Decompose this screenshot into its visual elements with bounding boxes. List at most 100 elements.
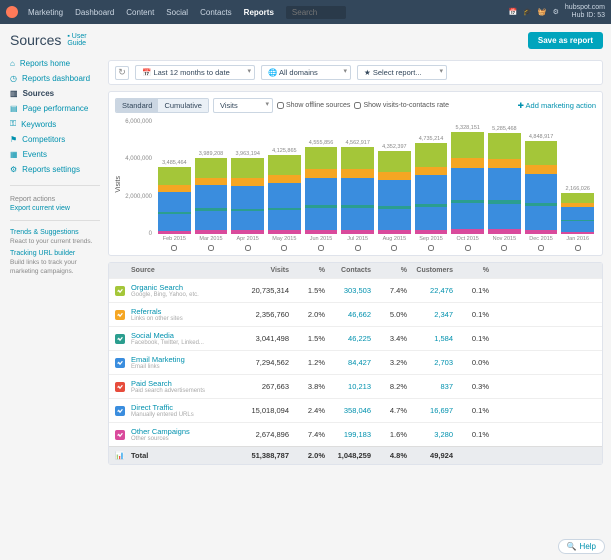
view-segment: Standard Cumulative [115, 98, 209, 113]
source-sub: Google, Bing, Yahoo, etc. [131, 292, 241, 298]
save-as-report-button[interactable]: Save as report [528, 32, 603, 49]
source-icon [115, 358, 125, 368]
flag-icon: ⚑ [10, 135, 17, 144]
user-guide-link[interactable]: ▪ User Guide [67, 33, 100, 47]
notifications-icon[interactable]: ⚙ [553, 8, 559, 16]
academy-icon[interactable]: 🎓 [523, 8, 532, 16]
sidebar-item-competitors[interactable]: ⚑Competitors [10, 132, 100, 147]
customers-link[interactable]: 2,703 [413, 358, 459, 367]
source-icon [115, 286, 125, 296]
customers-link[interactable]: 837 [413, 382, 459, 391]
month-checkbox[interactable] [318, 245, 324, 251]
source-name[interactable]: Organic Search [131, 283, 241, 292]
source-name[interactable]: Other Campaigns [131, 427, 241, 436]
refresh-icon[interactable]: ↻ [115, 66, 129, 80]
table-header: Source Visits % Contacts % Customers % [109, 263, 602, 278]
report-actions-header: Report actions [10, 196, 100, 203]
month-checkbox[interactable] [575, 245, 581, 251]
gear-icon: ⚙ [10, 165, 17, 174]
source-icon [115, 382, 125, 392]
date-range-select[interactable]: 📅 Last 12 months to date [135, 65, 255, 80]
v2c-checkbox[interactable]: Show visits-to-contacts rate [354, 102, 449, 109]
customers-link[interactable]: 16,697 [413, 406, 459, 415]
nav-contacts[interactable]: Contacts [194, 8, 238, 17]
month-checkbox[interactable] [171, 245, 177, 251]
source-name[interactable]: Referrals [131, 307, 241, 316]
sidebar-item-reports-dashboard[interactable]: ◷Reports dashboard [10, 71, 100, 86]
brand-menu[interactable]: Marketing [22, 8, 69, 17]
bar-col: 2,166,026 [561, 186, 594, 235]
tracking-url-link[interactable]: Tracking URL builder [10, 250, 100, 257]
calendar-icon[interactable]: 📅 [508, 8, 517, 16]
source-name[interactable]: Direct Traffic [131, 403, 241, 412]
metric-select[interactable]: Visits [213, 98, 273, 113]
add-marketing-action[interactable]: ✚ Add marketing action [518, 101, 596, 110]
customers-link[interactable]: 22,476 [413, 286, 459, 295]
contacts-link[interactable]: 199,183 [331, 430, 377, 439]
month-checkbox[interactable] [208, 245, 214, 251]
bar-col: 4,848,917 [525, 134, 558, 234]
sidebar-item-reports-settings[interactable]: ⚙Reports settings [10, 162, 100, 177]
topbar: Marketing Dashboard Content Social Conta… [0, 0, 611, 24]
source-icon [115, 430, 125, 440]
table-row[interactable]: Direct TrafficManually entered URLs15,01… [109, 398, 602, 422]
sidebar-item-keywords[interactable]: ⚿Keywords [10, 116, 100, 132]
nav-social[interactable]: Social [160, 8, 194, 17]
help-button[interactable]: 🔍 Help [558, 539, 605, 554]
month-checkbox[interactable] [428, 245, 434, 251]
gauge-icon: ◷ [10, 74, 17, 83]
contacts-link[interactable]: 10,213 [331, 382, 377, 391]
trends-link[interactable]: Trends & Suggestions [10, 229, 100, 236]
source-sub: Paid search advertisements [131, 388, 241, 394]
sidebar-item-sources[interactable]: ▥Sources [10, 86, 100, 101]
total-icon: 📊 [115, 451, 131, 460]
sidebar-item-events[interactable]: ▦Events [10, 147, 100, 162]
table-total-row: 📊 Total 51,388,787 2.0% 1,048,259 4.8% 4… [109, 446, 602, 464]
bar-col: 4,125,865 [268, 148, 301, 234]
source-name[interactable]: Email Marketing [131, 355, 241, 364]
contacts-link[interactable]: 358,046 [331, 406, 377, 415]
domain-select[interactable]: 🌐 All domains [261, 65, 351, 80]
month-checkbox[interactable] [281, 245, 287, 251]
nav-reports[interactable]: Reports [238, 8, 280, 17]
month-checkbox[interactable] [538, 245, 544, 251]
sidebar-item-page-performance[interactable]: ▤Page performance [10, 101, 100, 116]
source-name[interactable]: Social Media [131, 331, 241, 340]
bars-icon: ▥ [10, 89, 18, 98]
account-name[interactable]: hubspot.com [565, 4, 605, 12]
contacts-link[interactable]: 84,427 [331, 358, 377, 367]
bar-col: 4,735,214 [415, 136, 448, 234]
bar-col: 4,562,917 [341, 140, 374, 234]
marketplace-icon[interactable]: 🧺 [538, 8, 547, 16]
nav-content[interactable]: Content [120, 8, 160, 17]
customers-link[interactable]: 1,584 [413, 334, 459, 343]
search-input[interactable] [286, 6, 346, 19]
report-select[interactable]: ★ Select report... [357, 65, 447, 80]
month-checkbox[interactable] [245, 245, 251, 251]
contacts-link[interactable]: 46,662 [331, 310, 377, 319]
table-row[interactable]: Paid SearchPaid search advertisements267… [109, 374, 602, 398]
table-row[interactable]: Email MarketingEmail links7,294,5621.2%8… [109, 350, 602, 374]
bar-col: 3,989,208 [195, 151, 228, 234]
source-sub: Links on other sites [131, 316, 241, 322]
table-row[interactable]: Organic SearchGoogle, Bing, Yahoo, etc. 2… [109, 278, 602, 302]
table-row[interactable]: ReferralsLinks on other sites2,356,7602.… [109, 302, 602, 326]
customers-link[interactable]: 3,280 [413, 430, 459, 439]
month-checkbox[interactable] [355, 245, 361, 251]
contacts-link[interactable]: 303,503 [331, 286, 377, 295]
filter-bar: ↻ 📅 Last 12 months to date 🌐 All domains… [108, 60, 603, 85]
offline-checkbox[interactable]: Show offline sources [277, 102, 350, 109]
customers-link[interactable]: 2,347 [413, 310, 459, 319]
export-link[interactable]: Export current view [10, 205, 100, 212]
cumulative-tab[interactable]: Cumulative [158, 99, 208, 112]
contacts-link[interactable]: 46,225 [331, 334, 377, 343]
sidebar-item-reports-home[interactable]: ⌂Reports home [10, 56, 100, 71]
month-checkbox[interactable] [501, 245, 507, 251]
nav-dashboard[interactable]: Dashboard [69, 8, 120, 17]
source-name[interactable]: Paid Search [131, 379, 241, 388]
month-checkbox[interactable] [465, 245, 471, 251]
standard-tab[interactable]: Standard [116, 99, 158, 112]
table-row[interactable]: Social MediaFacebook, Twitter, Linked...… [109, 326, 602, 350]
month-checkbox[interactable] [391, 245, 397, 251]
table-row[interactable]: Other CampaignsOther sources2,674,8967.4… [109, 422, 602, 446]
